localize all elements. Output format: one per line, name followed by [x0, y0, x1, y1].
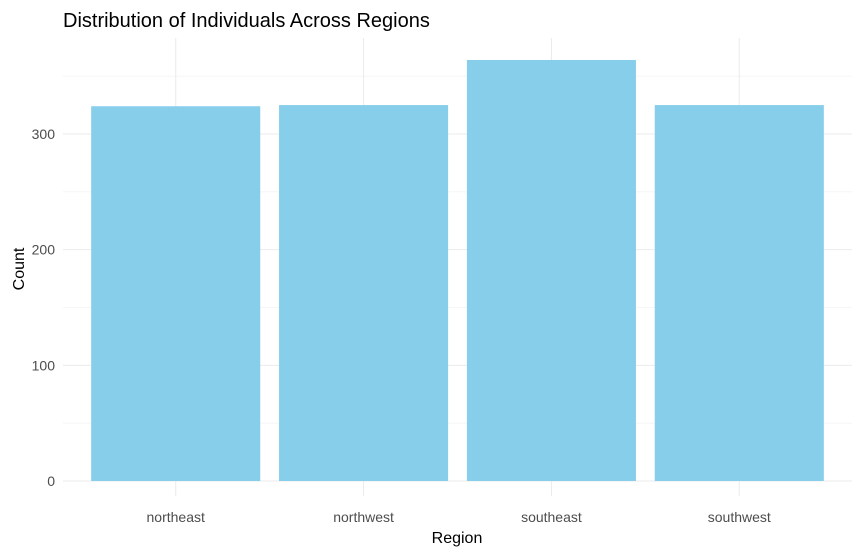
- x-axis-ticks: northeast northwest southeast southwest: [147, 509, 771, 525]
- y-tick-label: 200: [32, 242, 56, 258]
- bar-southeast: [466, 59, 636, 482]
- bar-northeast: [91, 106, 261, 482]
- x-axis-title: Region: [432, 530, 483, 547]
- bar-southwest: [654, 105, 824, 481]
- x-tick-label: southwest: [708, 509, 771, 525]
- x-tick-label: northwest: [333, 509, 394, 525]
- x-tick-label: southeast: [521, 509, 582, 525]
- y-tick-label: 0: [47, 473, 55, 489]
- chart-title: Distribution of Individuals Across Regio…: [63, 10, 430, 32]
- bars: [91, 59, 824, 482]
- y-tick-label: 100: [32, 357, 56, 373]
- y-axis-title: Count: [11, 247, 28, 290]
- x-tick-label: northeast: [147, 509, 205, 525]
- bar-northwest: [279, 105, 449, 481]
- y-axis-ticks: 0 100 200 300: [32, 126, 56, 489]
- y-tick-label: 300: [32, 126, 56, 142]
